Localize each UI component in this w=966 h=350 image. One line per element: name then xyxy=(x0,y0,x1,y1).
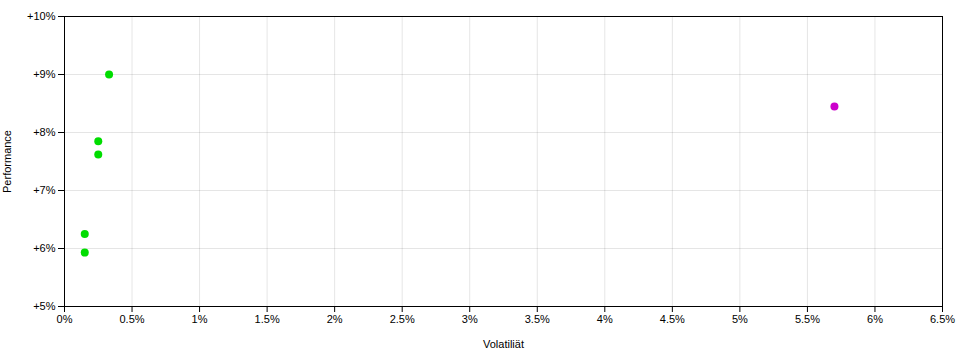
svg-text:5%: 5% xyxy=(732,313,748,325)
svg-text:6%: 6% xyxy=(867,313,883,325)
svg-text:4%: 4% xyxy=(597,313,613,325)
svg-text:+7%: +7% xyxy=(33,184,56,196)
svg-text:0%: 0% xyxy=(57,313,73,325)
svg-text:Performance: Performance xyxy=(1,130,13,193)
svg-text:4.5%: 4.5% xyxy=(660,313,685,325)
svg-text:1%: 1% xyxy=(192,313,208,325)
svg-text:2.5%: 2.5% xyxy=(390,313,415,325)
svg-text:+6%: +6% xyxy=(33,242,56,254)
svg-text:1.5%: 1.5% xyxy=(255,313,280,325)
svg-text:+5%: +5% xyxy=(33,300,56,312)
svg-text:+8%: +8% xyxy=(33,126,56,138)
svg-text:+9%: +9% xyxy=(33,68,56,80)
svg-text:0.5%: 0.5% xyxy=(119,313,144,325)
svg-text:Volatiliät: Volatiliät xyxy=(483,338,524,350)
svg-text:3.5%: 3.5% xyxy=(525,313,550,325)
svg-text:+10%: +10% xyxy=(27,10,56,22)
svg-text:3%: 3% xyxy=(462,313,478,325)
svg-text:5.5%: 5.5% xyxy=(795,313,820,325)
svg-text:6.5%: 6.5% xyxy=(930,313,955,325)
svg-text:2%: 2% xyxy=(327,313,343,325)
